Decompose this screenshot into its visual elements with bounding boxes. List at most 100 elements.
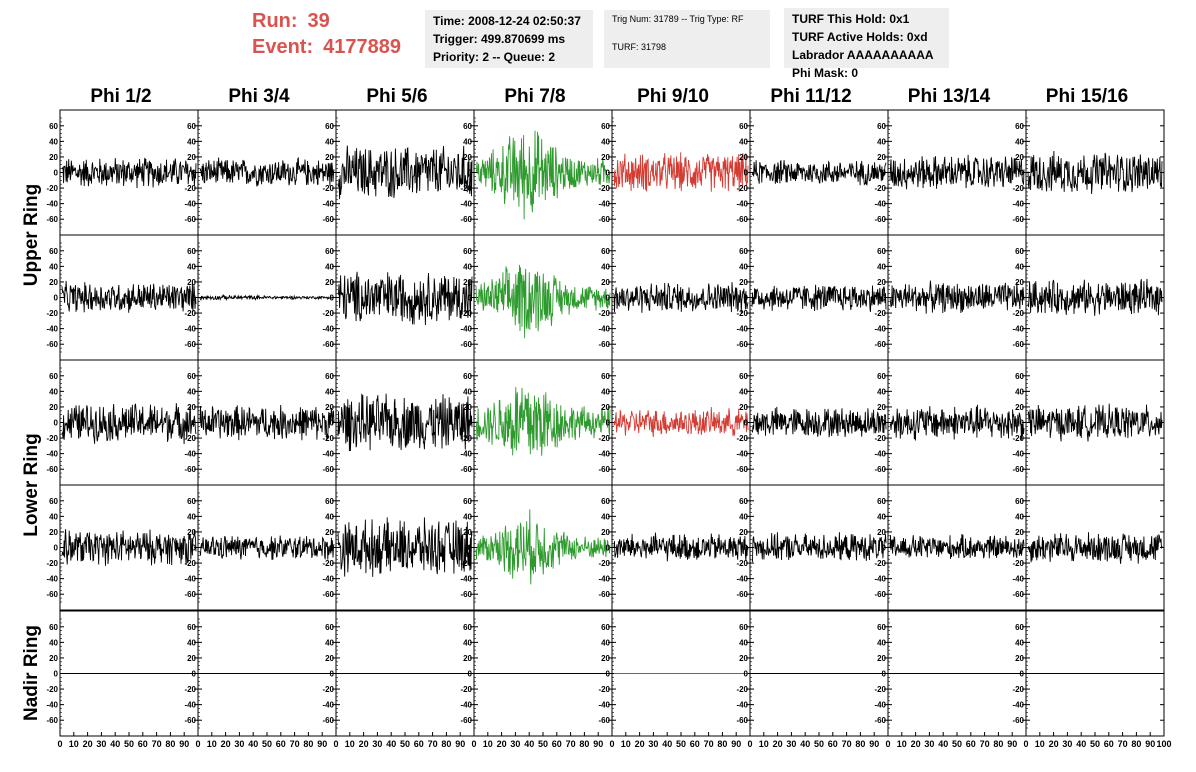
x-tick-label: 20 bbox=[497, 739, 507, 749]
x-tick-label: 30 bbox=[924, 739, 934, 749]
x-tick-label: 30 bbox=[96, 739, 106, 749]
y-tick-label: 60 bbox=[463, 122, 472, 131]
y-tick-label: 40 bbox=[601, 638, 610, 647]
x-tick-label: 50 bbox=[814, 739, 824, 749]
y-tick-label: -60 bbox=[874, 340, 886, 349]
y-tick-label: -40 bbox=[736, 701, 748, 710]
y-tick-label: 60 bbox=[739, 247, 748, 256]
x-tick-label: 0 bbox=[747, 739, 752, 749]
y-tick-label: 0 bbox=[744, 544, 749, 553]
waveform-trace bbox=[337, 517, 473, 577]
waveform-trace bbox=[613, 152, 749, 192]
x-tick-label: 50 bbox=[952, 739, 962, 749]
column-header-phi-13-14: Phi 13/14 bbox=[907, 86, 991, 107]
y-tick-label: -40 bbox=[874, 575, 886, 584]
y-tick-label: -40 bbox=[598, 450, 610, 459]
turf-info-box: TURF This Hold: 0x1 TURF Active Holds: 0… bbox=[784, 8, 949, 80]
y-tick-label: -60 bbox=[460, 340, 472, 349]
x-tick-label: 100 bbox=[1156, 739, 1171, 749]
y-tick-label: -60 bbox=[322, 716, 334, 725]
x-tick-label: 40 bbox=[524, 739, 534, 749]
y-tick-label: -40 bbox=[184, 575, 196, 584]
y-tick-label: 40 bbox=[463, 512, 472, 521]
x-tick-label: 30 bbox=[510, 739, 520, 749]
y-tick-label: -20 bbox=[736, 685, 748, 694]
x-tick-label: 10 bbox=[483, 739, 493, 749]
y-tick-label: 20 bbox=[1015, 403, 1024, 412]
waveform-trace bbox=[889, 404, 1025, 441]
y-tick-label: -20 bbox=[460, 184, 472, 193]
y-tick-label: 60 bbox=[187, 247, 196, 256]
y-tick-label: 60 bbox=[877, 497, 886, 506]
y-tick-label: 40 bbox=[49, 512, 58, 521]
x-tick-label: 90 bbox=[455, 739, 465, 749]
y-tick-label: -20 bbox=[874, 685, 886, 694]
y-tick-label: -60 bbox=[1012, 590, 1024, 599]
y-tick-label: 40 bbox=[463, 137, 472, 146]
y-tick-label: -20 bbox=[1012, 685, 1024, 694]
y-tick-label: 0 bbox=[606, 670, 611, 679]
y-tick-label: 60 bbox=[187, 372, 196, 381]
waveform-trace bbox=[199, 535, 335, 560]
x-tick-label: 30 bbox=[786, 739, 796, 749]
y-tick-label: 40 bbox=[739, 512, 748, 521]
x-tick-label: 0 bbox=[1023, 739, 1028, 749]
run-row: Run: 39 bbox=[252, 8, 401, 34]
x-tick-label: 80 bbox=[1131, 739, 1141, 749]
y-tick-label: 40 bbox=[49, 638, 58, 647]
y-tick-label: -60 bbox=[874, 215, 886, 224]
y-tick-label: 0 bbox=[192, 169, 197, 178]
y-tick-label: 60 bbox=[325, 372, 334, 381]
y-tick-label: -60 bbox=[460, 716, 472, 725]
y-tick-label: 20 bbox=[187, 403, 196, 412]
y-tick-label: -40 bbox=[46, 575, 58, 584]
x-tick-label: 50 bbox=[1090, 739, 1100, 749]
y-tick-label: -20 bbox=[598, 559, 610, 568]
y-tick-label: 20 bbox=[187, 528, 196, 537]
y-tick-label: 20 bbox=[463, 403, 472, 412]
y-tick-label: -20 bbox=[184, 434, 196, 443]
x-tick-label: 50 bbox=[400, 739, 410, 749]
y-tick-label: -20 bbox=[736, 559, 748, 568]
x-tick-label: 90 bbox=[1007, 739, 1017, 749]
y-tick-label: 60 bbox=[877, 122, 886, 131]
y-tick-label: -40 bbox=[1012, 200, 1024, 209]
y-tick-label: -40 bbox=[460, 200, 472, 209]
y-tick-label: -40 bbox=[184, 200, 196, 209]
y-tick-label: 40 bbox=[601, 512, 610, 521]
y-tick-label: -40 bbox=[736, 200, 748, 209]
y-tick-label: 0 bbox=[744, 419, 749, 428]
x-tick-label: 40 bbox=[800, 739, 810, 749]
y-tick-label: 40 bbox=[739, 638, 748, 647]
x-tick-label: 70 bbox=[428, 739, 438, 749]
y-tick-label: 60 bbox=[739, 497, 748, 506]
waveform-trace bbox=[889, 154, 1025, 190]
waveform-trace bbox=[1027, 532, 1163, 564]
y-tick-label: -60 bbox=[598, 590, 610, 599]
y-tick-label: 60 bbox=[187, 122, 196, 131]
x-tick-label: 30 bbox=[234, 739, 244, 749]
panel-frame bbox=[611, 359, 751, 486]
y-tick-label: 40 bbox=[601, 137, 610, 146]
y-tick-label: 20 bbox=[463, 153, 472, 162]
y-tick-label: 60 bbox=[601, 247, 610, 256]
y-tick-label: 0 bbox=[468, 544, 473, 553]
y-tick-label: 0 bbox=[744, 294, 749, 303]
y-tick-label: 0 bbox=[192, 294, 197, 303]
y-tick-label: -20 bbox=[874, 559, 886, 568]
labrador-text: Labrador AAAAAAAAAA bbox=[792, 48, 934, 62]
y-tick-label: 60 bbox=[877, 623, 886, 632]
y-tick-label: -40 bbox=[322, 575, 334, 584]
y-tick-label: 40 bbox=[187, 137, 196, 146]
y-tick-label: -60 bbox=[598, 215, 610, 224]
y-tick-label: -60 bbox=[874, 465, 886, 474]
x-tick-label: 20 bbox=[1049, 739, 1059, 749]
y-tick-label: -60 bbox=[184, 465, 196, 474]
y-tick-label: 0 bbox=[468, 670, 473, 679]
y-tick-label: 60 bbox=[739, 623, 748, 632]
x-tick-label: 80 bbox=[993, 739, 1003, 749]
y-tick-label: 60 bbox=[877, 247, 886, 256]
y-tick-label: -40 bbox=[874, 450, 886, 459]
y-tick-label: 0 bbox=[882, 294, 887, 303]
y-tick-label: 60 bbox=[739, 122, 748, 131]
